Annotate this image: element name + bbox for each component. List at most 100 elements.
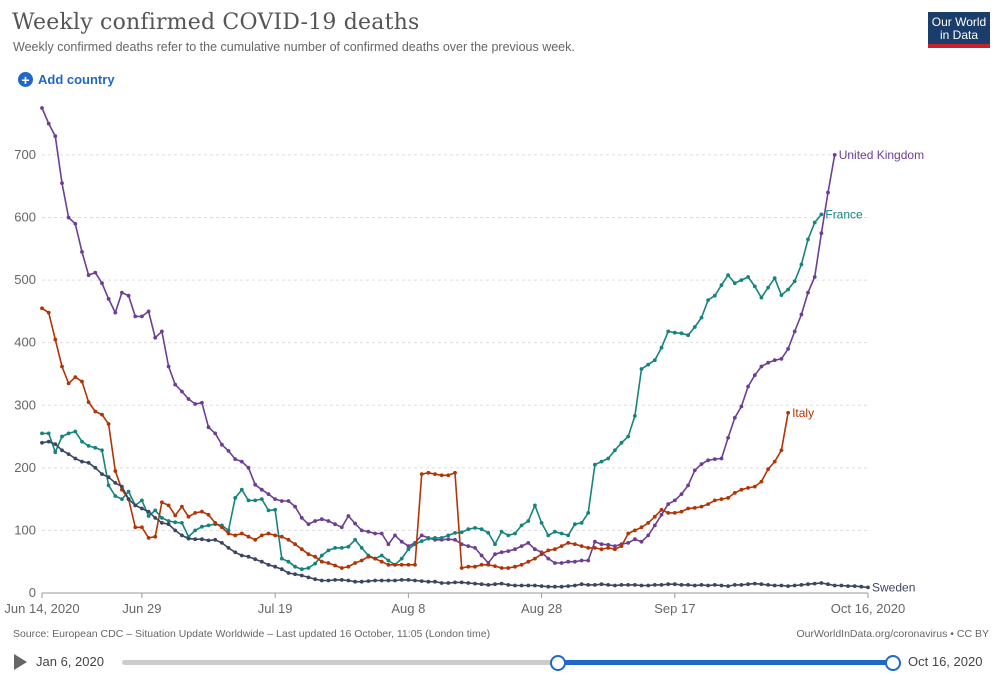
timeline-end-handle[interactable]: [885, 655, 901, 671]
footer-link[interactable]: OurWorldInData.org/coronavirus • CC BY: [796, 628, 989, 640]
data-point: [639, 539, 644, 544]
data-point: [672, 582, 677, 587]
data-point: [553, 584, 557, 589]
data-point: [173, 520, 178, 525]
series-line-united-kingdom: [41, 107, 836, 564]
data-point: [186, 397, 191, 401]
add-country-button[interactable]: + Add country: [18, 72, 115, 87]
series-labels: United Kingdom France Italy Sweden: [792, 148, 924, 594]
data-point: [386, 578, 391, 583]
data-point: [832, 153, 837, 157]
data-point: [493, 542, 497, 547]
data-point: [379, 531, 384, 536]
data-point: [346, 514, 351, 518]
data-point: [746, 275, 750, 279]
data-point: [746, 384, 750, 389]
data-point: [220, 442, 224, 447]
data-point: [752, 484, 757, 489]
data-point: [652, 583, 657, 587]
owid-logo[interactable]: Our World in Data: [928, 12, 990, 48]
data-point: [766, 360, 770, 365]
data-point: [293, 504, 297, 509]
data-point: [786, 287, 790, 292]
data-point: [40, 106, 44, 110]
data-point: [706, 298, 710, 302]
data-point: [133, 525, 138, 530]
data-point: [419, 472, 424, 476]
data-point: [253, 537, 258, 542]
data-point: [672, 511, 677, 515]
data-point: [86, 460, 91, 465]
data-point: [779, 357, 784, 361]
data-point: [586, 583, 591, 587]
data-point: [339, 566, 344, 570]
data-point: [233, 533, 238, 538]
data-point: [752, 373, 757, 378]
data-point: [866, 585, 870, 590]
data-point: [779, 583, 784, 588]
data-point: [106, 483, 111, 488]
data-point: [180, 533, 184, 538]
data-point: [120, 290, 124, 295]
y-tick-label: 500: [14, 272, 36, 287]
data-point: [613, 448, 617, 453]
data-point: [253, 498, 258, 503]
data-point: [299, 573, 304, 578]
data-point: [633, 528, 637, 533]
series-label-italy: Italy: [792, 406, 814, 420]
data-point: [726, 435, 730, 440]
data-point: [60, 448, 64, 453]
data-point: [200, 524, 204, 529]
data-point: [253, 557, 258, 562]
y-tick-label: 600: [14, 210, 36, 225]
timeline-track[interactable]: [122, 660, 893, 665]
data-point: [299, 547, 304, 552]
data-point: [106, 422, 111, 426]
data-point: [473, 526, 477, 530]
data-point: [806, 582, 810, 587]
data-point: [113, 310, 118, 315]
data-point: [626, 434, 631, 439]
data-point: [153, 508, 158, 513]
data-point: [652, 514, 657, 519]
timeline-start-handle[interactable]: [549, 655, 566, 671]
data-point: [166, 503, 171, 508]
data-point: [140, 525, 144, 530]
data-point: [46, 121, 51, 126]
data-point: [293, 564, 297, 569]
data-point: [453, 470, 457, 475]
data-point: [406, 544, 411, 548]
data-point: [479, 553, 484, 558]
data-point: [120, 484, 124, 489]
data-point: [419, 539, 424, 543]
data-point: [80, 439, 84, 444]
x-tick-label: Oct 16, 2020: [831, 601, 905, 616]
data-point: [180, 521, 184, 525]
data-point: [539, 584, 544, 588]
data-point: [699, 504, 704, 509]
data-point: [233, 550, 238, 555]
data-point: [466, 527, 471, 532]
data-point: [646, 521, 651, 525]
data-point: [679, 331, 684, 336]
data-point: [133, 503, 138, 508]
data-point: [100, 472, 104, 476]
data-point: [433, 579, 437, 584]
data-point: [786, 410, 790, 415]
play-icon[interactable]: [14, 654, 27, 670]
data-point: [226, 531, 231, 536]
data-point: [613, 544, 617, 548]
data-point: [253, 482, 258, 487]
data-point: [100, 412, 104, 417]
data-point: [106, 475, 111, 480]
data-point: [533, 503, 537, 508]
data-point: [446, 473, 451, 478]
data-point: [699, 315, 704, 320]
data-point: [379, 578, 384, 583]
data-point: [646, 362, 651, 367]
data-point: [846, 584, 850, 588]
data-point: [759, 295, 764, 300]
data-point: [60, 181, 64, 185]
data-point: [433, 472, 437, 476]
data-point: [206, 425, 211, 430]
